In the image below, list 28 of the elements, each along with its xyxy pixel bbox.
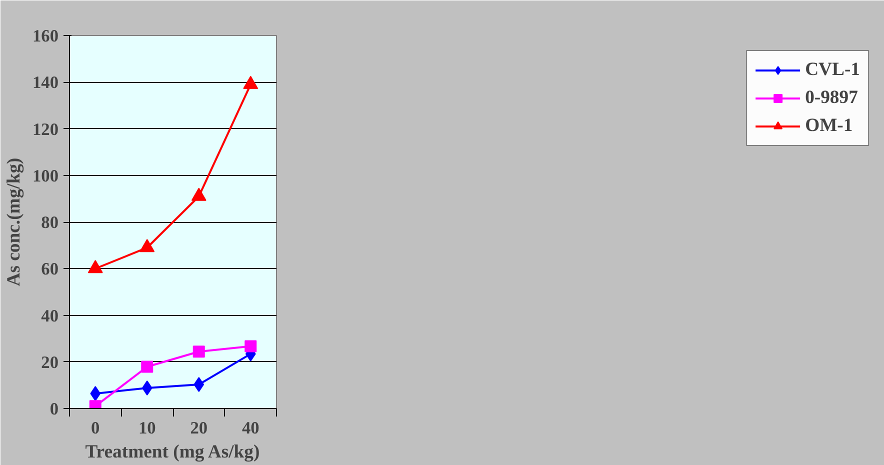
point [88, 260, 103, 274]
y-tick-label: 120 [32, 120, 59, 139]
legend-label: OM-1 [805, 115, 853, 137]
y-tick-label: 160 [32, 26, 59, 46]
point [244, 340, 257, 352]
x-tick-label: 20 [190, 418, 208, 438]
x-tick-label: 40 [242, 418, 260, 438]
x-tick-label: 0 [91, 418, 100, 438]
legend-label: CVL-1 [805, 59, 860, 81]
y-tick-label: 140 [32, 73, 59, 92]
y-tick-label: 80 [41, 213, 58, 232]
point [141, 360, 154, 373]
y-tick-label: 60 [41, 260, 58, 279]
legend-label: 0-9897 [805, 87, 858, 109]
y-axis-title: As conc.(mg/kg) [4, 158, 25, 286]
point [140, 239, 155, 252]
point [243, 76, 258, 89]
y-tick-label: 20 [41, 352, 58, 372]
x-axis-title: Treatment (mg As/kg) [85, 442, 260, 462]
y-tick-label: 40 [41, 306, 58, 326]
point [142, 380, 152, 396]
point [191, 188, 206, 201]
x-tick-label: 10 [138, 418, 156, 438]
y-tick-label: 0 [50, 400, 59, 418]
point [194, 376, 204, 392]
point [90, 386, 101, 402]
y-tick-label: 100 [32, 166, 59, 186]
point [192, 346, 205, 358]
